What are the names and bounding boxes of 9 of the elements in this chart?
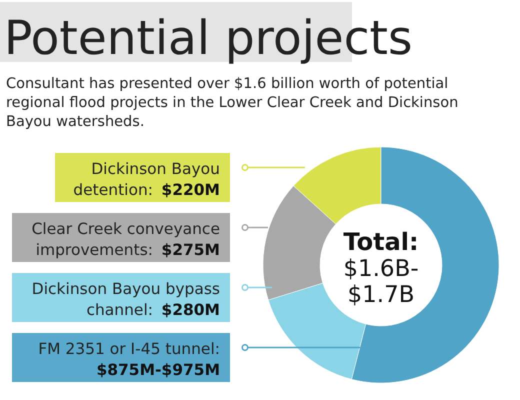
legend-label: Clear Creek conveyance improvements: $275M xyxy=(32,220,220,259)
legend-label: Dickinson Bayou detention: $220M xyxy=(73,160,220,199)
chart-subtitle: Consultant has presented over $1.6 billion worth of potential regional flood projects in the Lower Clear Creek and Dickinson Bayou watersheds. xyxy=(6,76,458,130)
text: $1.7B xyxy=(348,282,414,308)
text: Total: xyxy=(343,228,419,256)
chart-title: Potential projects xyxy=(4,11,412,66)
text: $1.6B- xyxy=(343,256,419,282)
legend-label: FM 2351 or I-45 tunnel: $875M-$975M xyxy=(38,340,220,379)
legend-label: Dickinson Bayou bypass channel: $280M xyxy=(32,280,220,319)
